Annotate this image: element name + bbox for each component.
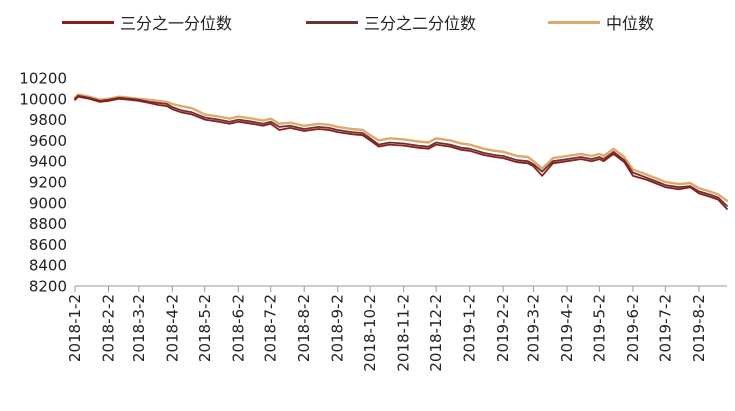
y-tick-label: 8600	[29, 236, 67, 254]
legend-label-median: 中位数	[606, 14, 655, 33]
x-tick-label: 2019-4-2	[558, 294, 576, 362]
x-tick-label: 2018-4-2	[163, 294, 181, 362]
x-tick-label: 2019-5-2	[590, 294, 608, 362]
legend-swatch-median	[548, 20, 600, 24]
x-tick-label: 2018-8-2	[295, 294, 313, 362]
x-tick-label: 2019-8-2	[690, 294, 708, 362]
x-tick-label: 2018-5-2	[196, 294, 214, 362]
series-line-median	[73, 93, 729, 202]
x-tick-label: 2018-3-2	[130, 294, 148, 362]
y-tick-label: 8200	[29, 278, 67, 296]
y-tick-label: 9200	[29, 174, 67, 192]
y-tick-label: 8400	[29, 257, 67, 275]
series-line-lower-tercile	[74, 95, 728, 210]
legend-label-lower-tercile: 三分之一分位数	[120, 14, 233, 33]
y-tick-label: 9400	[29, 153, 67, 171]
x-tick-label: 2018-11-2	[395, 294, 413, 372]
series-group	[73, 93, 729, 210]
x-tick-label: 2019-3-2	[524, 294, 542, 362]
series-line-upper-tercile	[74, 94, 728, 207]
x-tick-label: 2018-6-2	[229, 294, 247, 362]
x-tick-label: 2018-10-2	[361, 294, 379, 372]
x-tick-label: 2018-9-2	[329, 294, 347, 362]
legend-swatch-upper-tercile	[306, 20, 358, 24]
x-tick-label: 2019-6-2	[624, 294, 642, 362]
y-tick-label: 10200	[19, 70, 67, 88]
legend-item-lower-tercile: 三分之一分位数	[62, 4, 232, 40]
legend: 三分之一分位数 三分之二分位数 中位数	[0, 4, 735, 40]
y-tick-label: 8800	[29, 215, 67, 233]
legend-label-upper-tercile: 三分之二分位数	[364, 14, 477, 33]
y-tick-label: 9800	[29, 111, 67, 129]
x-tick-label: 2019-1-2	[461, 294, 479, 362]
x-tick-label: 2018-2-2	[100, 294, 118, 362]
legend-swatch-lower-tercile	[62, 20, 114, 24]
x-tick-label: 2018-1-2	[66, 294, 84, 362]
y-tick-label: 10000	[19, 90, 67, 108]
x-tick-label: 2018-7-2	[262, 294, 280, 362]
x-tick-label: 2019-7-2	[656, 294, 674, 362]
x-axis: 2018-1-2 2018-2-2 2018-3-2 2018-4-2 2018-5-2…	[66, 285, 727, 372]
legend-item-upper-tercile: 三分之二分位数	[306, 4, 476, 40]
y-tick-label: 9000	[29, 194, 67, 212]
y-axis: 8200 8400 8600 8800 9000 9200 9400 9600 9800 1000…	[19, 70, 67, 296]
y-tick-label: 9600	[29, 132, 67, 150]
x-tick-label: 2018-12-2	[427, 294, 445, 372]
legend-item-median: 中位数	[548, 4, 654, 40]
x-tick-label: 2019-2-2	[494, 294, 512, 362]
